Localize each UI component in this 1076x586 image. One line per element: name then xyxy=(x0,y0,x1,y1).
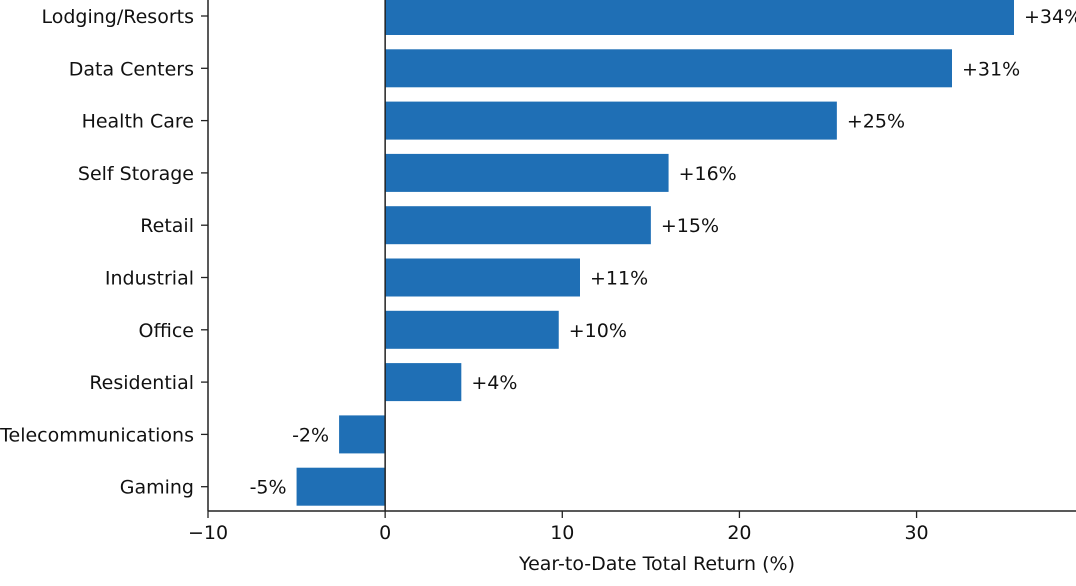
data-labels-group: +34% +31% +25% +16% +15% +11% +10% +4% -2% -5% xyxy=(250,6,1076,499)
x-tick-label: 0 xyxy=(379,522,391,544)
bar xyxy=(339,415,386,454)
data-label: +15% xyxy=(661,215,719,237)
bar xyxy=(385,310,559,349)
bar xyxy=(385,101,837,140)
x-axis-ticks: −10 0 10 20 30 xyxy=(188,511,929,544)
bar xyxy=(385,363,462,402)
data-label: -2% xyxy=(292,424,329,446)
data-label: +4% xyxy=(471,372,517,394)
category-label: Self Storage xyxy=(78,163,194,185)
data-label: +11% xyxy=(590,268,648,290)
bars-group xyxy=(296,0,1015,506)
category-label: Gaming xyxy=(120,477,194,499)
bar xyxy=(385,258,580,297)
category-label: Residential xyxy=(89,372,194,394)
data-label: +16% xyxy=(679,163,737,185)
bar xyxy=(385,206,651,245)
category-label: Data Centers xyxy=(69,58,194,80)
category-label: Lodging/Resorts xyxy=(41,6,194,28)
category-label: Telecommunications xyxy=(0,424,194,446)
y-axis-labels: Lodging/Resorts Data Centers Health Care Se… xyxy=(0,6,194,499)
data-label: +34% xyxy=(1024,6,1076,28)
data-label: +10% xyxy=(569,320,627,342)
category-label: Industrial xyxy=(105,268,194,290)
data-label: -5% xyxy=(250,477,287,499)
bar xyxy=(385,49,953,88)
category-label: Retail xyxy=(140,215,194,237)
category-label: Health Care xyxy=(82,111,194,133)
x-tick-label: 30 xyxy=(904,522,928,544)
bar xyxy=(296,467,386,506)
data-label: +25% xyxy=(847,111,905,133)
x-axis-title: Year-to-Date Total Return (%) xyxy=(518,553,795,575)
bar xyxy=(385,153,669,192)
y-axis-ticks xyxy=(201,15,208,488)
x-tick-label: −10 xyxy=(188,522,228,544)
x-tick-label: 10 xyxy=(550,522,574,544)
data-label: +31% xyxy=(962,58,1020,80)
bar xyxy=(385,0,1015,35)
category-label: Office xyxy=(139,320,194,342)
x-tick-label: 20 xyxy=(727,522,751,544)
